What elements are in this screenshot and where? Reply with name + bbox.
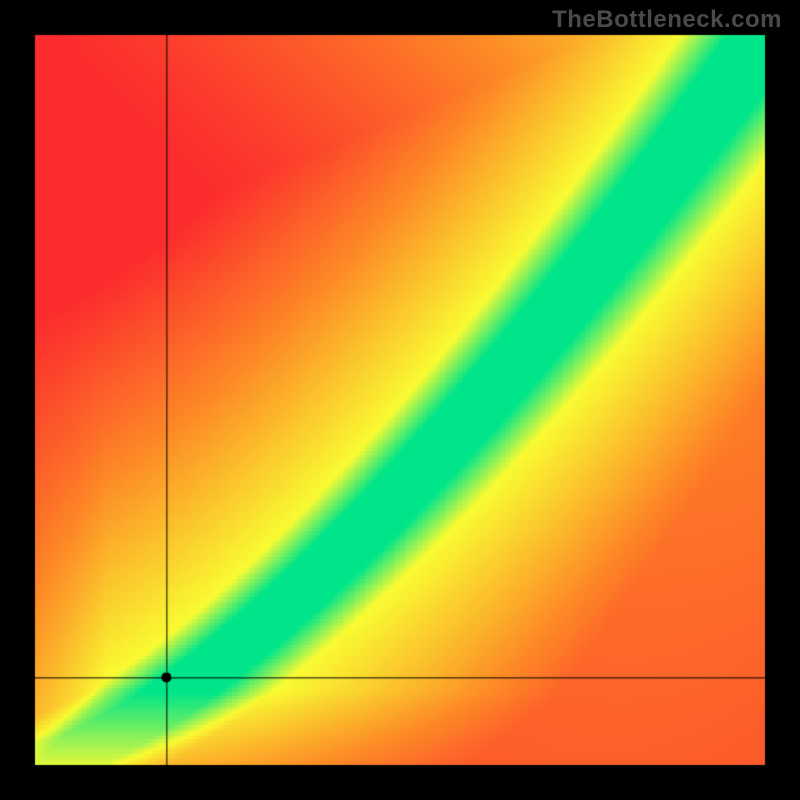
heatmap-canvas <box>0 0 800 800</box>
watermark-text: TheBottleneck.com <box>552 6 782 34</box>
chart-container: TheBottleneck.com <box>0 0 800 800</box>
